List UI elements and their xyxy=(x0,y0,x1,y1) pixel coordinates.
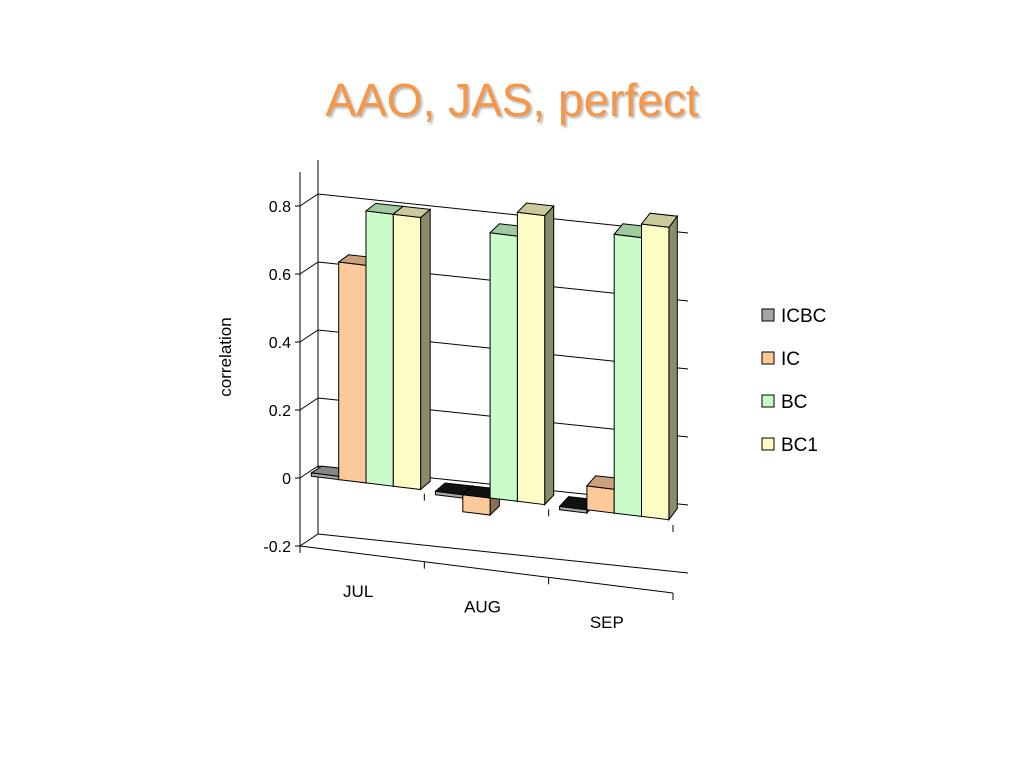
y-axis: -0.2 0 0.2 0.4 0.6 0.8 xyxy=(263,172,301,556)
x-tick-label: JUL xyxy=(343,582,373,601)
bar-front-face xyxy=(641,223,670,521)
y-tick-label: 0.2 xyxy=(269,403,291,420)
y-tick-label: 0.8 xyxy=(269,199,291,216)
legend-label: ICBC xyxy=(781,306,826,327)
legend-swatch xyxy=(761,394,775,408)
bar-bc1-sep xyxy=(640,212,679,522)
bar-front-face xyxy=(516,211,546,506)
legend-item-bc: BC xyxy=(761,392,807,413)
bar-front-face xyxy=(392,213,422,491)
bar-side-face xyxy=(420,208,431,491)
x-tick-label: SEP xyxy=(590,613,624,632)
y-tick-label: 0 xyxy=(282,471,291,488)
bar-front-face xyxy=(489,232,518,502)
legend-item-icbc: ICBC xyxy=(761,306,826,327)
bar-front-face xyxy=(365,210,394,487)
gridline xyxy=(299,329,689,370)
gridline xyxy=(299,193,689,234)
bar-side-face xyxy=(544,204,555,506)
gridline xyxy=(299,261,689,302)
floor-front-edge xyxy=(299,545,674,594)
legend-swatch xyxy=(761,308,775,322)
bar-top-face xyxy=(640,212,679,228)
bar-top-face xyxy=(516,202,555,217)
bar-top-face xyxy=(392,205,432,219)
legend-swatch xyxy=(761,437,775,451)
legend-label: BC xyxy=(781,392,807,413)
bar-front-face xyxy=(613,233,642,517)
y-tick-label: 0.6 xyxy=(269,267,291,284)
bar-bc1-aug xyxy=(516,202,555,506)
bar-side-face xyxy=(668,214,678,522)
slide-title: AAO, JAS, perfect xyxy=(325,74,699,126)
x-axis: JUL AUG SEP xyxy=(299,478,674,632)
y-tick-label: 0.4 xyxy=(269,335,291,352)
y-axis-label: correlation xyxy=(216,317,235,396)
gridline xyxy=(299,397,689,438)
bar-bc1-jul xyxy=(392,205,432,491)
legend-label: IC xyxy=(781,349,800,370)
bars xyxy=(310,202,679,522)
floor-outline xyxy=(299,533,689,574)
legend-swatch xyxy=(761,351,775,365)
y-tick-label: -0.2 xyxy=(263,539,291,556)
legend-item-bc1: BC1 xyxy=(761,435,818,456)
x-tick-label: AUG xyxy=(464,598,501,617)
gridlines xyxy=(299,193,689,506)
legend-label: BC1 xyxy=(781,435,818,456)
gridline xyxy=(299,465,689,506)
bar-front-face xyxy=(338,261,367,484)
legend-item-ic: IC xyxy=(761,349,800,370)
bar-front-face xyxy=(586,485,615,514)
